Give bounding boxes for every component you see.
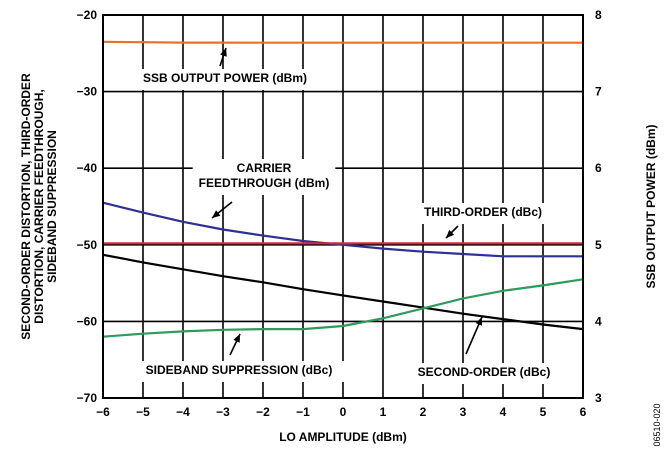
left-tick-label: −70 — [77, 391, 98, 405]
annotation-label: THIRD-ORDER (dBc) — [424, 205, 542, 219]
right-tick-label: 4 — [595, 314, 602, 328]
series-lines — [102, 40, 584, 338]
left-axis-title-line: DISTORTION, CARRIER FEEDTHROUGH, — [32, 89, 46, 323]
annotation-arrowhead — [475, 317, 483, 326]
x-tick-label: 3 — [460, 405, 467, 419]
x-tick-label: −5 — [136, 405, 150, 419]
left-tick-label: −20 — [77, 8, 98, 22]
right-tick-label: 6 — [595, 161, 602, 175]
x-tick-label: 4 — [500, 405, 507, 419]
left-axis-title-line: SIDEBAND SUPPRESSION — [45, 130, 59, 283]
annotation-label: SIDEBAND SUPPRESSION (dBc) — [146, 363, 333, 377]
annotation-backdrop — [134, 69, 316, 90]
plot-frame — [102, 14, 584, 399]
left-tick-label: −50 — [77, 238, 98, 252]
figure-code: 06510-020 — [652, 403, 662, 446]
left-axis-title-line: SECOND-ORDER DISTORTION, THIRD-ORDER — [19, 73, 33, 340]
x-axis-title: LO AMPLITUDE (dBm) — [279, 430, 407, 444]
annotation-arrowhead — [212, 210, 221, 218]
x-tick-label: 5 — [540, 405, 547, 419]
annotation-line: SECOND-ORDER (dBc) — [418, 365, 551, 379]
left-tick-label: −30 — [77, 85, 98, 99]
x-tick-label: 1 — [380, 405, 387, 419]
annotation-backdrop — [132, 361, 346, 382]
x-tick-label: −3 — [216, 405, 230, 419]
annotation-label: SECOND-ORDER (dBc) — [418, 365, 551, 379]
annotations: SSB OUTPUT POWER (dBm) CARRIER FEEDTHROUGH… — [132, 47, 560, 384]
tick-labels: −6 −5 −4 −3 −2 −1 0 1 2 3 4 5 6 −70 −60 −50 −40 −30 −20 3 4 5… — [77, 8, 602, 419]
annotation-label: CARRIER FEEDTHROUGH (dBm) — [199, 161, 330, 190]
x-tick-label: 2 — [420, 405, 427, 419]
annotation-arrowhead — [233, 334, 240, 343]
annotation-line: CARRIER — [237, 161, 292, 175]
x-tick-label: −6 — [96, 405, 110, 419]
annotation-backdrop — [411, 203, 555, 224]
x-tick-label: 0 — [340, 405, 347, 419]
annotation-label: SSB OUTPUT POWER (dBm) — [143, 71, 307, 85]
right-tick-label: 3 — [595, 391, 602, 405]
right-tick-label: 8 — [595, 8, 602, 22]
x-tick-label: −2 — [256, 405, 270, 419]
series-line-3 — [102, 253, 584, 331]
annotation-arrowhead — [220, 48, 227, 57]
x-tick-label: −1 — [296, 405, 310, 419]
x-tick-label: 6 — [580, 405, 587, 419]
left-axis-title: SECOND-ORDER DISTORTION, THIRD-ORDERDIST… — [19, 73, 59, 340]
annotation-line: THIRD-ORDER (dBc) — [424, 205, 542, 219]
left-tick-label: −60 — [77, 314, 98, 328]
annotation-backdrop — [192, 159, 336, 195]
left-tick-label: −40 — [77, 161, 98, 175]
x-tick-label: −4 — [176, 405, 190, 419]
annotation-line: SIDEBAND SUPPRESSION (dBc) — [146, 363, 333, 377]
right-tick-label: 7 — [595, 85, 602, 99]
annotation-arrowhead — [446, 229, 455, 238]
series-line-1 — [102, 201, 583, 258]
annotation-backdrop — [408, 363, 560, 384]
right-axis-title: SSB OUTPUT POWER (dBm) — [644, 124, 658, 288]
annotation-line: FEEDTHROUGH (dBm) — [199, 176, 330, 190]
series-line-4 — [102, 278, 584, 338]
annotation-line: SSB OUTPUT POWER (dBm) — [143, 71, 307, 85]
right-tick-label: 5 — [595, 238, 602, 252]
series-line-0 — [102, 40, 583, 44]
